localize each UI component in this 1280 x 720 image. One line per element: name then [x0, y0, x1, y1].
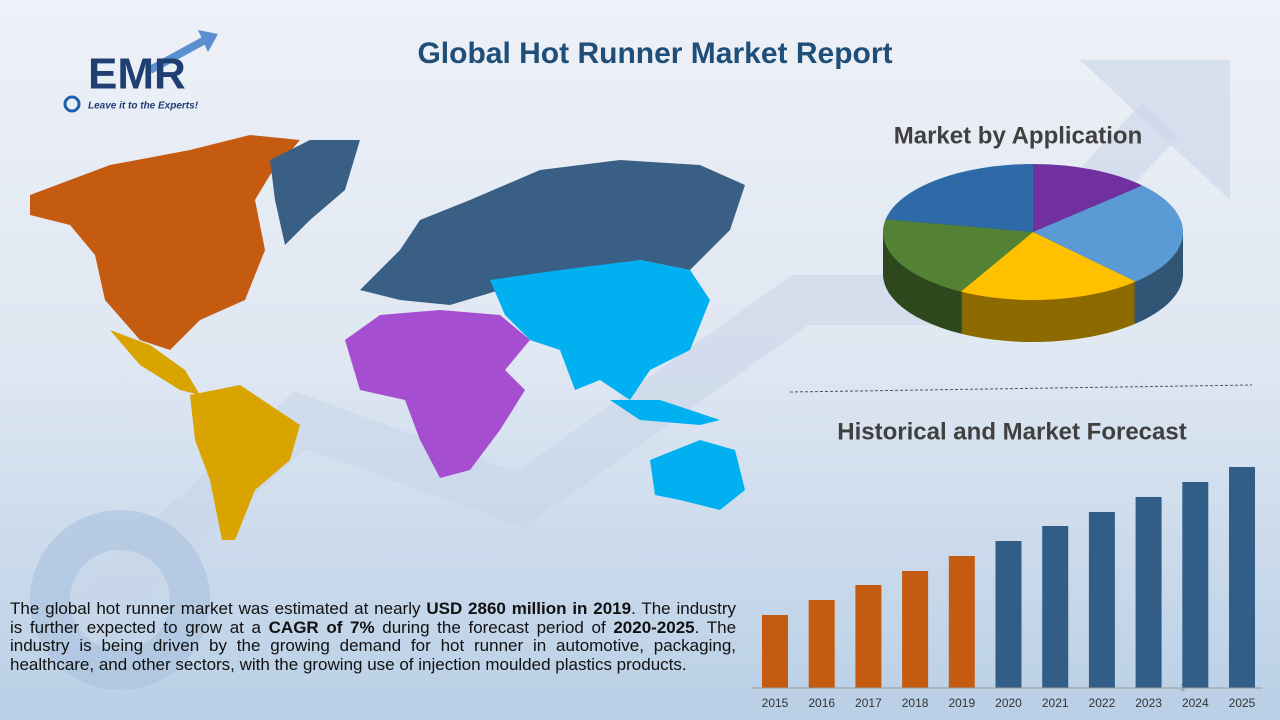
bar: [1042, 526, 1069, 688]
bar: [995, 541, 1022, 688]
x-tick-label: 2015: [762, 696, 789, 710]
pie-slice: [885, 164, 1033, 232]
text-run: during the forecast period of: [374, 617, 614, 637]
greenland: [270, 140, 360, 245]
highlight: USD 2860 million in 2019: [426, 599, 632, 618]
asia: [490, 260, 710, 400]
logo-text: EMR: [88, 50, 186, 99]
europe-russia: [360, 160, 745, 305]
logo-ring: [63, 95, 81, 113]
bg-circle: [30, 510, 210, 690]
world-map: [30, 135, 745, 540]
bar: [1088, 512, 1115, 688]
bar: [808, 600, 835, 688]
x-tick-label: 2023: [1135, 696, 1162, 710]
bar: [1182, 482, 1209, 688]
bar-title: Historical and Market Forecast: [837, 418, 1186, 445]
description: The global hot runner market was estimat…: [10, 599, 737, 674]
bar: [762, 615, 788, 688]
pie-slice: [1033, 185, 1183, 282]
x-tick-label: 2022: [1089, 696, 1116, 710]
text-run: . The industry is further expected to gr…: [10, 599, 736, 637]
x-tick-label: 2018: [902, 696, 929, 710]
central-america: [110, 330, 200, 395]
x-tick-label: 2021: [1042, 696, 1069, 710]
text-run: . The industry is being driven by the gr…: [10, 617, 737, 674]
logo-tagline: Leave it to the Experts!: [88, 101, 199, 112]
logo-arrow: [148, 36, 207, 74]
highlight: 2020-2025: [613, 617, 695, 637]
bar: [855, 585, 882, 688]
title: Global Hot Runner Market Report: [417, 37, 892, 70]
logo-arrow-head: [198, 30, 218, 52]
pie-slice: [960, 232, 1136, 300]
southeast-asia: [610, 400, 720, 425]
pie-slice: [1033, 164, 1143, 232]
bar: [1135, 497, 1162, 688]
north-america: [30, 135, 300, 350]
bar: [902, 571, 929, 688]
x-tick-label: 2017: [855, 696, 882, 710]
pie-slice: [883, 219, 1033, 292]
x-tick-label: 2025: [1229, 696, 1256, 710]
bg-arrow-head: [1080, 60, 1230, 200]
x-tick-label: 2020: [995, 696, 1022, 710]
highlight: CAGR of 7%: [268, 617, 375, 637]
south-america: [190, 385, 300, 540]
pie-title: Market by Application: [894, 122, 1142, 149]
text-run: The global hot runner market was estimat…: [10, 599, 427, 618]
bar: [1229, 467, 1255, 688]
australia: [650, 440, 745, 510]
africa-middle-east: [345, 310, 530, 478]
x-tick-label: 2024: [1182, 696, 1209, 710]
divider: [789, 384, 1253, 393]
x-tick-label: 2016: [808, 696, 835, 710]
x-tick-label: 2019: [948, 696, 975, 710]
bar: [948, 556, 975, 688]
